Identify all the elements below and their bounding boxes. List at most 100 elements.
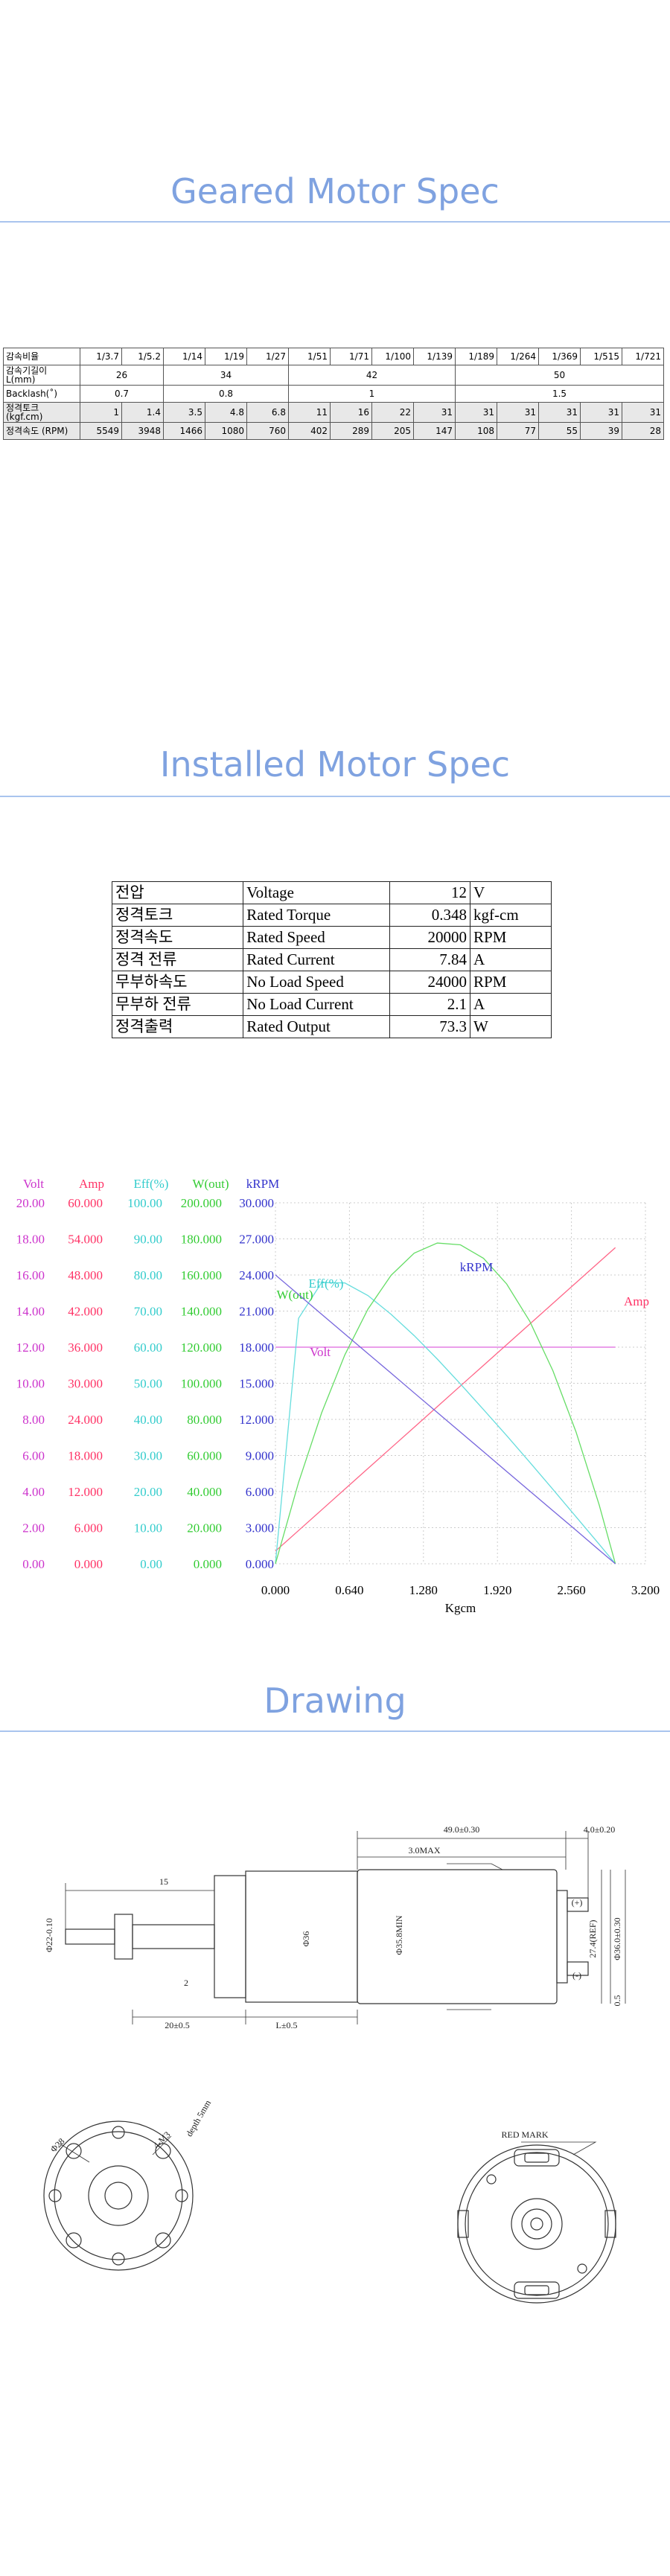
row-header: 감속비율 bbox=[3, 348, 80, 365]
cell: A bbox=[470, 948, 552, 971]
y-tick-label: 18.000 bbox=[239, 1340, 274, 1355]
cell: 1/139 bbox=[413, 348, 456, 365]
technical-drawing: 49.0±0.30 4.0±0.20 3.0MAX 15 Φ36 Φ35.8MIN 27.4… bbox=[43, 1824, 626, 2304]
y-tick-label: 20.00 bbox=[16, 1196, 45, 1210]
cell: 무부하속도 bbox=[111, 971, 244, 994]
cell: Rated Speed bbox=[243, 926, 390, 949]
y-tick-label: 180.000 bbox=[181, 1233, 222, 1247]
gearbox-face bbox=[43, 2120, 194, 2271]
cell: 31 bbox=[455, 402, 497, 423]
shaft-end bbox=[104, 2182, 133, 2210]
y-tick-label: 10.00 bbox=[134, 1521, 162, 1535]
cell: kgf-cm bbox=[470, 904, 552, 927]
cell: 1.4 bbox=[121, 402, 164, 423]
x-tick-label: 3.200 bbox=[631, 1583, 660, 1597]
y-tick-label: 40.000 bbox=[187, 1485, 222, 1499]
end-cap bbox=[556, 1890, 568, 1984]
cell: 1/100 bbox=[371, 348, 414, 365]
dimension-label: Φ36.0±0.30 bbox=[612, 1917, 622, 1960]
dimension-lines bbox=[357, 1831, 589, 1898]
y-tick-label: 6.000 bbox=[74, 1521, 103, 1535]
cell: 1/264 bbox=[497, 348, 539, 365]
boss bbox=[88, 2165, 149, 2226]
y-tick-label: 42.000 bbox=[68, 1305, 103, 1319]
cell: 77 bbox=[497, 422, 539, 440]
cell: 39 bbox=[580, 422, 622, 440]
cell: 16 bbox=[330, 402, 372, 423]
y-tick-label: 100.00 bbox=[127, 1196, 162, 1210]
y-tick-label: 15.000 bbox=[239, 1377, 274, 1391]
dimension-label: 0.5 bbox=[612, 1995, 622, 2007]
table-row: 감속기길이 L(mm) 26 34 42 50 bbox=[3, 365, 664, 386]
dimension-label: Φ22-0.10 bbox=[44, 1918, 54, 1952]
cell: 1/515 bbox=[580, 348, 622, 365]
cell: Voltage bbox=[243, 881, 390, 904]
cell: 205 bbox=[371, 422, 414, 440]
series-label: Volt bbox=[310, 1345, 331, 1359]
series-line bbox=[275, 1247, 616, 1552]
row-header: Backlash(˚) bbox=[3, 385, 80, 403]
y-tick-label: 0.000 bbox=[74, 1557, 103, 1571]
cell: 1.5 bbox=[455, 385, 664, 403]
y-tick-label: 80.00 bbox=[134, 1268, 162, 1282]
y-tick-label: 140.000 bbox=[181, 1305, 222, 1319]
row-header: 감속기길이 L(mm) bbox=[3, 365, 80, 386]
cell: 전압 bbox=[111, 881, 244, 904]
section-title: Drawing bbox=[264, 1681, 406, 1721]
cell: 6.8 bbox=[246, 402, 289, 423]
y-tick-label: 200.000 bbox=[181, 1196, 222, 1210]
cell: 31 bbox=[580, 402, 622, 423]
y-tick-label: 0.00 bbox=[22, 1557, 45, 1571]
y-tick-label: 24.000 bbox=[239, 1268, 274, 1282]
cell: 147 bbox=[413, 422, 456, 440]
cell: 31 bbox=[497, 402, 539, 423]
y-tick-label: 60.000 bbox=[187, 1449, 222, 1463]
cell: 1/369 bbox=[538, 348, 581, 365]
y-tick-label: 30.000 bbox=[239, 1196, 274, 1210]
divider bbox=[0, 221, 670, 223]
cell: 1/3.7 bbox=[80, 348, 122, 365]
cell: 무부하 전류 bbox=[111, 993, 244, 1016]
y-tick-label: 27.000 bbox=[239, 1233, 274, 1247]
y-tick-label: 10.00 bbox=[16, 1377, 45, 1391]
motor-face bbox=[457, 2144, 616, 2304]
y-tick-label: 18.000 bbox=[68, 1449, 103, 1463]
cell: 정격출력 bbox=[111, 1015, 244, 1038]
cell: 1/27 bbox=[246, 348, 289, 365]
dimension-label: Φ35.8MIN bbox=[394, 1915, 404, 1955]
cell: 31 bbox=[413, 402, 456, 423]
y-tick-label: 50.00 bbox=[134, 1377, 162, 1391]
y-tick-label: 3.000 bbox=[246, 1521, 274, 1535]
y-tick-label: 100.000 bbox=[181, 1377, 222, 1391]
cell: 1/189 bbox=[455, 348, 497, 365]
y-tick-label: 8.00 bbox=[22, 1413, 45, 1427]
dimension-label: (-) bbox=[572, 1970, 581, 1981]
y-tick-label: 20.00 bbox=[134, 1485, 162, 1499]
cell: 2.1 bbox=[389, 993, 471, 1016]
y-tick-label: 0.000 bbox=[246, 1557, 274, 1571]
y-tick-label: 60.00 bbox=[134, 1340, 162, 1355]
y-tick-label: 40.00 bbox=[134, 1413, 162, 1427]
y-tick-label: 30.00 bbox=[134, 1449, 162, 1463]
dimension-label: depth 5mm bbox=[184, 2097, 214, 2138]
table-row: Backlash(˚) 0.7 0.8 1 1.5 bbox=[3, 385, 664, 403]
y-tick-label: 16.00 bbox=[16, 1268, 45, 1282]
axis-title: W(out) bbox=[192, 1177, 229, 1191]
cell: 42 bbox=[288, 365, 456, 386]
cell: 정격 전류 bbox=[111, 948, 244, 971]
y-tick-label: 70.00 bbox=[134, 1305, 162, 1319]
pilot-boss bbox=[114, 1914, 133, 1960]
y-tick-label: 21.000 bbox=[239, 1305, 274, 1319]
cell: Rated Torque bbox=[243, 904, 390, 927]
y-tick-label: 6.00 bbox=[22, 1449, 45, 1463]
dimension-label: Φ28 bbox=[48, 2136, 67, 2155]
dimension-label: 2 bbox=[184, 1978, 188, 1988]
table-row: 정격토크 Rated Torque 0.348 kgf-cm bbox=[111, 904, 552, 927]
cell: 정격속도 bbox=[111, 926, 244, 949]
y-tick-label: 54.000 bbox=[68, 1233, 103, 1247]
cell: 1/5.2 bbox=[121, 348, 164, 365]
cell: V bbox=[470, 881, 552, 904]
x-tick-label: 1.920 bbox=[483, 1583, 511, 1597]
y-tick-label: 12.000 bbox=[239, 1413, 274, 1427]
